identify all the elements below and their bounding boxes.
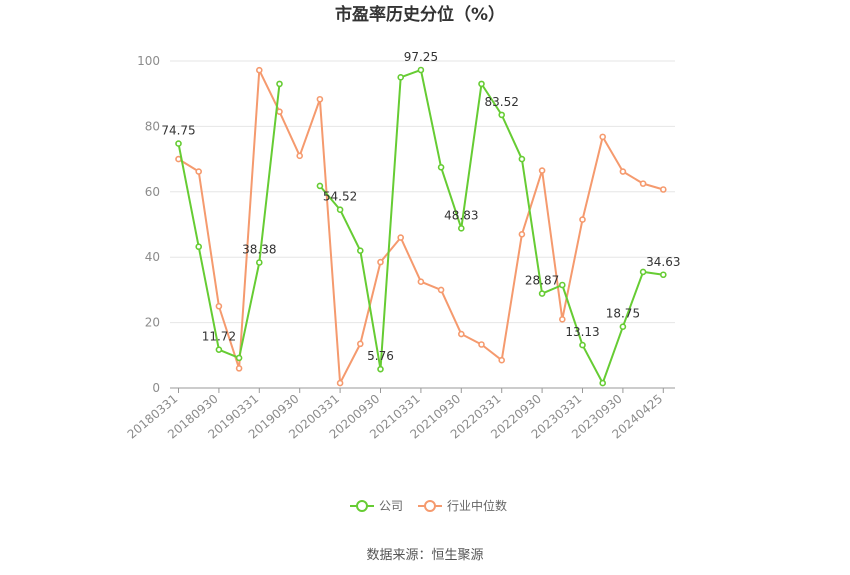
x-axis: 2018033120180930201903312019093020200331… [125,387,675,442]
data-point[interactable] [255,66,263,74]
data-source: 数据来源：恒生聚源 [366,548,483,563]
data-point[interactable] [356,247,364,254]
data-label: 74.75 [161,124,195,138]
y-tick-label: 20 [145,316,160,330]
series-line [319,68,664,385]
data-point[interactable] [276,108,283,115]
data-label: 5.76 [367,349,394,363]
legend-industry-median[interactable]: 行业中位数 [418,498,507,513]
data-point[interactable] [518,231,526,238]
data-point[interactable] [377,365,384,373]
data-point[interactable] [599,379,607,387]
data-point[interactable] [457,330,465,338]
data-label: 38.38 [242,242,276,256]
series-industry-median [175,66,667,387]
data-point[interactable] [457,225,465,232]
data-point[interactable] [195,243,202,251]
data-point[interactable] [498,356,506,364]
y-tick-label: 0 [152,381,160,395]
data-label: 18.75 [606,307,640,321]
data-labels: 74.75 11.72 38.38 54.52 5.76 97.25 48.83 83.52 2… [161,50,680,363]
series-line [177,83,281,359]
data-label: 28.87 [525,274,559,288]
data-point[interactable] [215,302,223,310]
legend-company[interactable]: 公司 [350,499,403,513]
y-tick-label: 80 [145,119,160,133]
data-point[interactable] [478,80,485,88]
data-point[interactable] [639,180,647,187]
grid-lines [170,60,675,324]
legend[interactable]: 公司 行业中位数 [350,498,507,513]
y-axis-ticks: 0 20 40 60 80 100 [137,54,160,395]
y-tick-label: 100 [137,54,160,68]
data-point[interactable] [579,341,586,349]
data-point[interactable] [336,379,344,387]
data-point[interactable] [659,271,667,279]
data-point[interactable] [316,182,324,190]
data-point[interactable] [478,341,485,348]
data-label: 11.72 [202,330,236,344]
data-point[interactable] [235,365,243,372]
legend-label: 行业中位数 [447,498,507,513]
data-point[interactable] [619,168,627,175]
legend-label: 公司 [379,499,403,513]
legend-marker [424,500,436,512]
data-point[interactable] [397,74,405,81]
data-label: 54.52 [323,190,357,204]
data-point[interactable] [558,316,566,323]
data-point[interactable] [659,186,667,193]
data-point[interactable] [437,163,445,171]
data-point[interactable] [195,168,202,175]
data-label: 97.25 [404,50,438,64]
series-layer [175,66,667,387]
data-point[interactable] [579,216,586,223]
series-company [175,66,667,387]
data-point[interactable] [417,278,425,286]
data-point[interactable] [437,286,445,294]
data-point[interactable] [316,95,324,103]
data-label: 48.83 [444,208,478,222]
data-label: 34.63 [646,255,680,269]
data-point[interactable] [336,206,344,214]
y-tick-label: 40 [145,250,160,264]
chart-title: 市盈率历史分位（%） [335,4,505,25]
data-point[interactable] [498,111,506,119]
data-point[interactable] [538,167,546,174]
data-point[interactable] [215,346,223,353]
data-point[interactable] [296,152,304,160]
data-point[interactable] [619,323,627,330]
data-point[interactable] [518,155,526,163]
data-point[interactable] [356,340,364,348]
data-label: 83.52 [485,95,519,109]
data-point[interactable] [599,133,607,141]
data-point[interactable] [377,258,384,266]
data-point[interactable] [538,290,546,297]
data-label: 13.13 [565,325,599,339]
legend-marker [356,500,368,512]
data-point[interactable] [639,268,647,276]
data-point[interactable] [558,281,566,289]
data-point[interactable] [255,259,263,266]
data-point[interactable] [175,140,182,147]
data-point[interactable] [235,354,243,362]
data-point[interactable] [397,234,405,241]
y-tick-label: 60 [145,185,160,199]
data-point[interactable] [276,80,283,88]
data-point[interactable] [417,66,425,74]
